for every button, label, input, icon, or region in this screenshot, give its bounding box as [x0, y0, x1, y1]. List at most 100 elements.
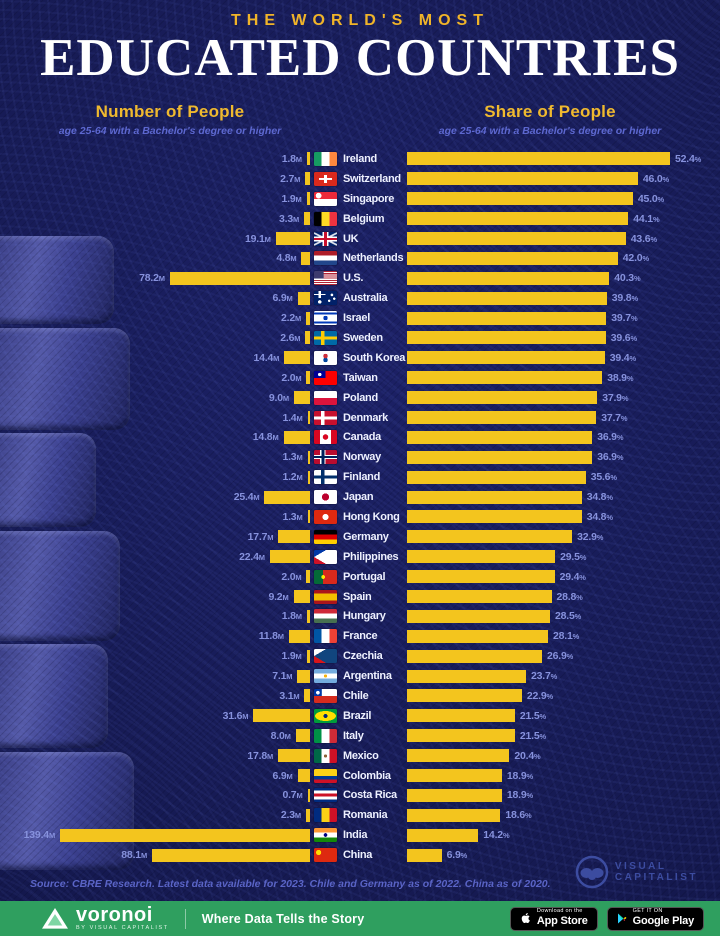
share-bar [407, 291, 607, 305]
share-bar [407, 391, 598, 405]
people-value-unit: M [295, 154, 302, 164]
country-row: 17.7M Germany 32.9% [0, 527, 720, 547]
country-row: 2.6M Sweden 39.6% [0, 328, 720, 348]
country-row: 19.1M UK 43.6% [0, 229, 720, 249]
people-bar [278, 530, 310, 544]
flag-icon-canada [314, 430, 337, 445]
people-cell: 11.8M [0, 629, 310, 643]
share-value: 18.9% [506, 769, 533, 782]
share-value-unit: % [579, 552, 587, 562]
flag-icon-france [314, 629, 337, 644]
book-shape [0, 644, 108, 748]
left-column-subtitle: age 25-64 with a Bachelor's degree or hi… [58, 125, 282, 137]
people-bar [304, 212, 310, 226]
share-value: 28.8% [556, 590, 583, 603]
google-play-badge[interactable]: GET IT ON Google Play [606, 906, 704, 931]
country-name: France [343, 630, 378, 643]
flag-icon-germany [314, 529, 337, 544]
share-bar [407, 729, 515, 743]
country-name: Portugal [343, 570, 386, 583]
share-bar [407, 311, 607, 325]
share-value-unit: % [460, 851, 468, 861]
app-store-badge[interactable]: Download on the App Store [509, 906, 598, 931]
flag-icon-portugal [314, 569, 337, 584]
share-bar [407, 808, 501, 822]
people-cell: 7.1M [0, 669, 310, 683]
share-bar [407, 192, 633, 206]
country-name: Belgium [343, 212, 385, 225]
share-bar [407, 848, 442, 862]
people-value: 1.8M [281, 152, 302, 165]
people-value-unit: M [282, 393, 289, 403]
country-name: U.S. [343, 272, 364, 285]
people-bar [297, 669, 310, 683]
country-row: 17.8M Mexico 20.4% [0, 746, 720, 766]
country-name: Norway [343, 451, 381, 464]
people-value: 1.4M [282, 411, 303, 424]
share-bar [407, 590, 552, 604]
country-name: Italy [343, 729, 364, 742]
people-cell: 2.6M [0, 331, 310, 345]
share-cell: 28.8% [407, 590, 720, 604]
flag-icon-colombia [314, 768, 337, 783]
share-value-unit: % [546, 691, 554, 701]
people-value: 139.4M [23, 829, 56, 842]
share-cell: 14.2% [407, 828, 720, 842]
people-value: 1.2M [282, 471, 303, 484]
visual-capitalist-wordmark: VISUAL CAPITALIST [614, 861, 698, 883]
people-bar [307, 510, 310, 524]
share-value: 39.4% [609, 351, 636, 364]
people-bar [306, 570, 310, 584]
share-value: 26.9% [547, 650, 574, 663]
share-value: 37.7% [601, 411, 628, 424]
people-value: 3.3M [279, 212, 300, 225]
share-bar [407, 570, 555, 584]
people-bar [305, 808, 310, 822]
share-value-unit: % [629, 353, 636, 363]
visual-capitalist-icon [575, 855, 609, 889]
share-cell: 18.6% [407, 808, 720, 822]
share-cell: 42.0% [407, 251, 720, 265]
share-value: 18.9% [506, 789, 533, 802]
people-cell: 88.1M [0, 848, 310, 862]
share-bar [407, 172, 638, 186]
share-bar [407, 470, 586, 484]
people-cell: 1.3M [0, 510, 310, 524]
people-cell: 1.9M [0, 192, 310, 206]
country-row: 0.7M Costa Rica 18.9% [0, 786, 720, 806]
share-value-unit: % [576, 592, 583, 602]
flag-icon-uk [314, 231, 337, 246]
source-note: Source: CBRE Research. Latest data avail… [30, 878, 551, 890]
share-cell: 29.4% [407, 570, 720, 584]
share-value: 39.6% [610, 331, 637, 344]
people-value-unit: M [140, 851, 147, 861]
flag-icon-argentina [314, 669, 337, 684]
share-cell: 34.8% [407, 510, 720, 524]
country-row: 9.0M Poland 37.9% [0, 388, 720, 408]
share-cell: 20.4% [407, 749, 720, 763]
country-name: Hong Kong [343, 510, 400, 523]
people-cell: 2.0M [0, 371, 310, 385]
people-cell: 9.0M [0, 391, 310, 405]
share-bar [407, 530, 573, 544]
country-row: 11.8M France 28.1% [0, 626, 720, 646]
voronoi-logo[interactable]: voronoi BY VISUAL CAPITALIST [42, 905, 169, 931]
country-row: 78.2M U.S. 40.3% [0, 268, 720, 288]
google-play-icon [617, 913, 627, 923]
people-cell: 3.3M [0, 212, 310, 226]
people-value-unit: M [293, 691, 300, 701]
share-cell: 34.8% [407, 490, 720, 504]
share-bar [407, 828, 479, 842]
flag-icon-romania [314, 808, 337, 823]
footer-tagline: Where Data Tells the Story [201, 911, 365, 926]
share-value-unit: % [616, 453, 624, 463]
people-value: 2.6M [280, 331, 301, 344]
share-value-unit: % [574, 612, 582, 622]
people-value-unit: M [295, 652, 302, 662]
people-cell: 2.7M [0, 172, 310, 186]
people-value-unit: M [242, 711, 249, 721]
country-name: Spain [343, 590, 372, 603]
people-cell: 17.8M [0, 749, 310, 763]
country-row: 1.2M Finland 35.6% [0, 467, 720, 487]
